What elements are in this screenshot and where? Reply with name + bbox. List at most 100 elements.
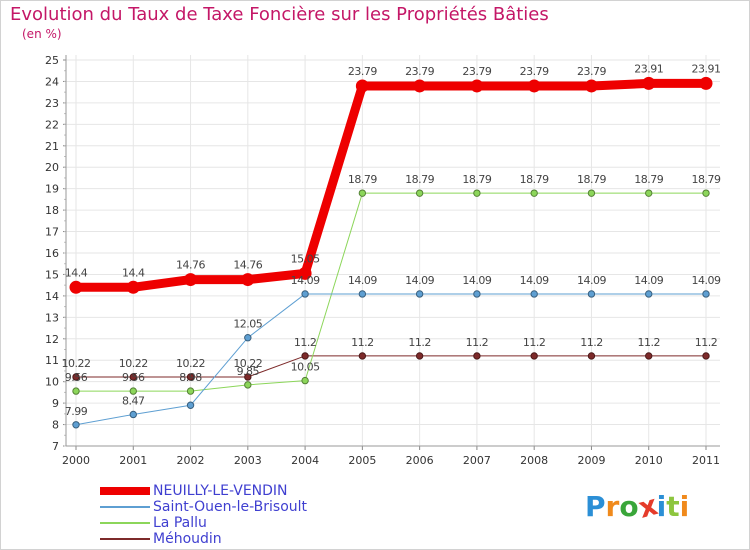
y-tick-label: 20 [45,161,59,174]
data-label-2: 9.56 [65,371,88,384]
legend-swatch [100,522,150,524]
y-tick-label: 22 [45,118,59,131]
y-tick-label: 7 [52,440,59,453]
legend-label: Méhoudin [153,531,222,547]
data-label-0: 23.79 [405,65,434,78]
data-point-1 [645,290,653,298]
data-point-1 [129,410,137,419]
data-label-0: 23.79 [462,65,491,78]
data-label-3: 10.22 [62,357,91,370]
data-label-3: 11.2 [408,336,431,349]
data-point-3 [129,373,137,381]
data-label-2: 9.85 [237,365,260,378]
legend-swatch [100,538,150,540]
x-tick-label: 2010 [635,454,663,467]
data-point-1 [473,290,481,298]
data-label-2: 10.05 [291,361,320,374]
data-label-0: 23.79 [348,65,377,78]
x-tick-label: 2001 [119,454,147,467]
x-tick-label: 2008 [520,454,548,467]
data-label-1: 14.09 [634,274,663,287]
data-point-2 [301,376,309,385]
x-tick-label: 2004 [291,454,319,467]
plot-area [66,55,720,446]
data-point-2 [129,387,137,395]
x-tick-label: 2000 [62,454,90,467]
x-tick-label: 2006 [406,454,434,467]
data-label-2: 9.56 [122,371,145,384]
data-label-3: 11.2 [523,336,546,349]
data-label-2: 18.79 [462,173,491,186]
data-label-3: 11.2 [466,336,489,349]
y-tick-label: 21 [45,140,59,153]
data-label-0: 23.91 [692,62,721,75]
data-point-3 [186,373,195,381]
data-point-3 [587,352,596,360]
y-tick-label: 24 [45,75,59,88]
data-point-2 [358,189,367,197]
data-point-0 [184,273,198,287]
data-label-0: 14.4 [65,266,88,279]
series-line-0 [71,78,711,292]
proxiti-logo: Proxiti [585,488,690,525]
data-point-3 [358,352,367,360]
data-point-3 [645,352,653,360]
data-point-2 [72,387,80,395]
data-label-2: 18.79 [520,173,549,186]
data-point-1 [72,421,80,429]
y-tick-label: 10 [45,376,59,389]
x-tick-label: 2005 [348,454,376,467]
legend-swatch [100,506,150,508]
data-point-3 [244,373,252,381]
legend-item: La Pallu [100,515,400,531]
data-label-1: 14.09 [462,274,491,287]
y-tick-label: 16 [45,247,59,260]
data-point-0 [642,76,656,90]
series-line-3 [75,355,707,378]
logo-letter: i [656,490,667,523]
data-point-1 [702,290,710,298]
data-point-2 [645,189,653,197]
data-label-1: 14.09 [577,274,606,287]
y-tick-label: 9 [52,397,59,410]
data-point-2 [702,189,710,197]
data-point-1 [358,290,367,298]
data-label-3: 11.2 [294,336,317,349]
data-point-3 [72,373,80,381]
x-tick-label: 2002 [177,454,205,467]
data-label-1: 12.05 [233,318,262,331]
data-point-0 [413,79,427,93]
data-label-2: 18.79 [348,173,377,186]
data-label-3: 10.22 [119,357,148,370]
data-label-3: 11.2 [637,336,660,349]
data-point-2 [244,381,252,389]
data-label-3: 11.2 [351,336,374,349]
data-point-3 [702,352,710,360]
data-label-1: 14.09 [520,274,549,287]
data-point-0 [584,79,598,93]
x-tick-label: 2003 [234,454,262,467]
y-tick-label: 23 [45,97,59,110]
data-label-0: 14.4 [122,266,145,279]
data-point-1 [186,401,195,409]
data-label-0: 15.05 [291,252,320,265]
legend-item: NEUILLY-LE-VENDIN [100,483,400,499]
logo-letter: i [679,490,690,523]
data-point-2 [415,189,424,197]
legend-item: Méhoudin [100,531,400,547]
data-point-2 [186,387,195,395]
x-tick-label: 2007 [463,454,491,467]
data-point-2 [530,189,538,197]
data-label-2: 18.79 [577,173,606,186]
x-tick-label: 2009 [577,454,605,467]
data-label-3: 11.2 [580,336,603,349]
legend-label: La Pallu [153,515,207,531]
data-label-3: 10.22 [176,357,205,370]
logo-letter: P [585,490,606,523]
data-point-0 [470,79,484,93]
data-point-3 [530,352,538,360]
legend-label: NEUILLY-LE-VENDIN [153,483,288,499]
data-point-1 [244,334,252,342]
data-point-0 [298,266,312,280]
data-label-1: 14.09 [692,274,721,287]
